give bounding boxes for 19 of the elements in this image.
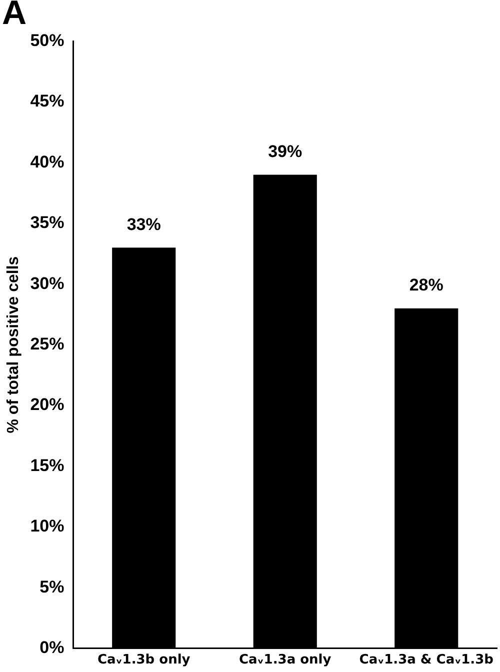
y-tick-label: 5% bbox=[40, 577, 64, 596]
data-label: 39% bbox=[268, 142, 302, 161]
x-tick-label: Caᵥ1.3a only bbox=[238, 652, 332, 668]
y-tick-label: 15% bbox=[30, 456, 64, 475]
y-tick-label: 10% bbox=[30, 516, 64, 536]
y-tick-label: 0% bbox=[40, 638, 64, 658]
y-tick-label: 25% bbox=[30, 334, 64, 354]
x-tick-label: Caᵥ1.3b only bbox=[97, 652, 191, 668]
x-tick-label: Caᵥ1.3a & Caᵥ1.3b bbox=[359, 652, 494, 668]
y-tick-label: 35% bbox=[30, 213, 64, 232]
y-tick-label: 45% bbox=[30, 92, 64, 111]
data-label: 33% bbox=[126, 214, 161, 234]
y-tick-label: 40% bbox=[30, 152, 64, 172]
y-tick-label: 50% bbox=[30, 30, 64, 50]
y-tick-label: 20% bbox=[30, 395, 64, 414]
y-axis-title: % of total positive cells bbox=[5, 256, 22, 434]
chart-title: A bbox=[2, 0, 27, 33]
y-tick-label: 30% bbox=[30, 274, 64, 293]
data-label: 28% bbox=[409, 276, 444, 295]
